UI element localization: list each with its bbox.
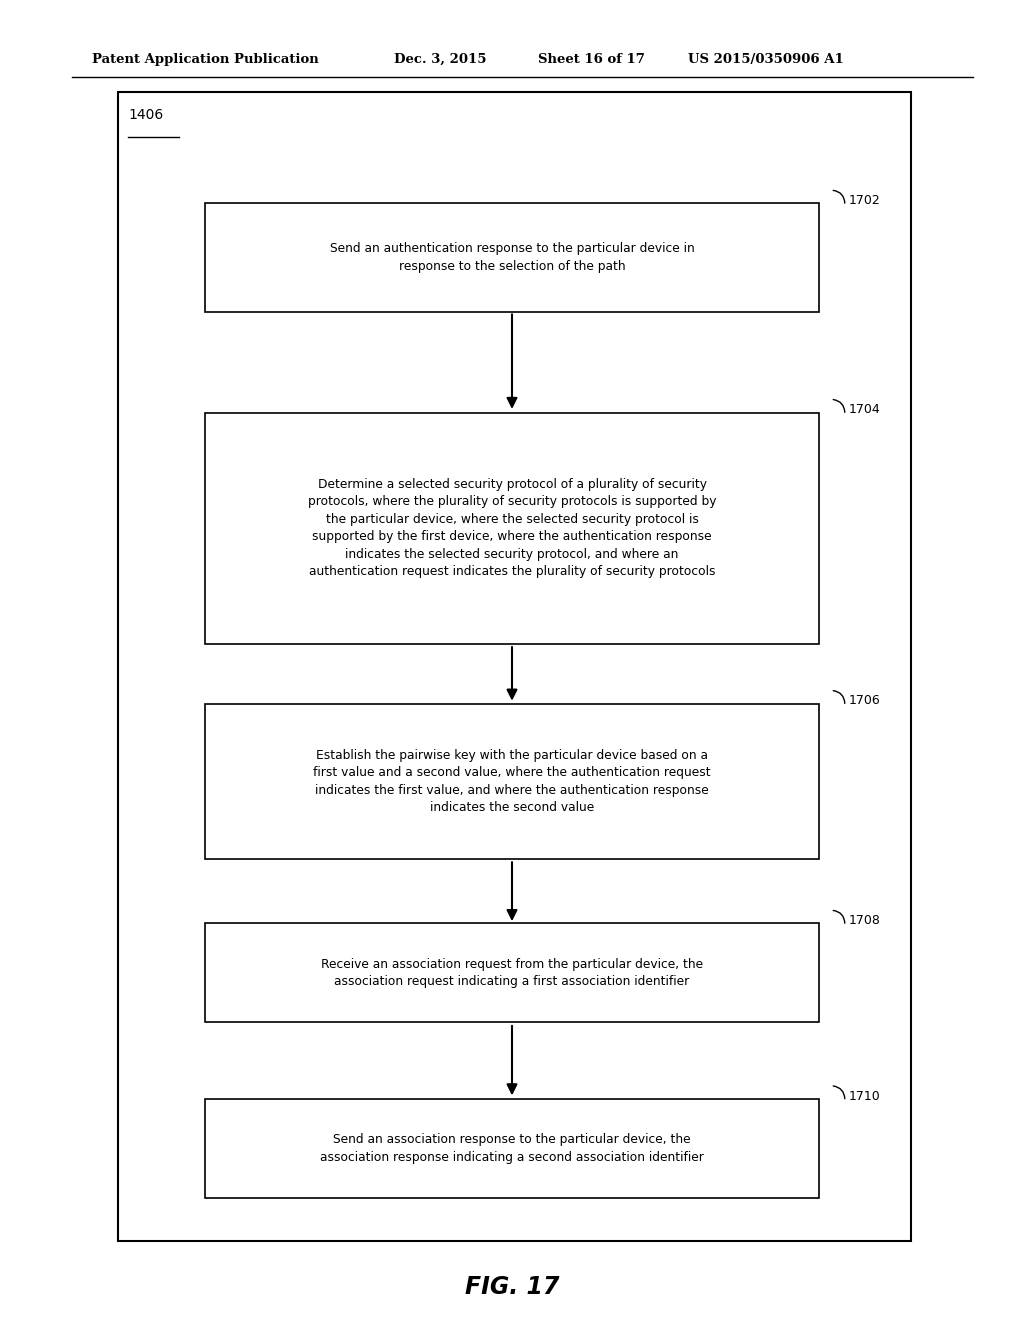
Text: 1704: 1704 [849, 404, 881, 416]
Text: US 2015/0350906 A1: US 2015/0350906 A1 [688, 53, 844, 66]
Text: Patent Application Publication: Patent Application Publication [92, 53, 318, 66]
Bar [205, 704, 819, 859]
Bar [205, 412, 819, 644]
Bar [205, 203, 819, 312]
Text: Sheet 16 of 17: Sheet 16 of 17 [538, 53, 644, 66]
Text: Dec. 3, 2015: Dec. 3, 2015 [394, 53, 486, 66]
Text: 1710: 1710 [849, 1090, 881, 1102]
Text: Determine a selected security protocol of a plurality of security
protocols, whe: Determine a selected security protocol o… [308, 478, 716, 578]
Bar [118, 92, 911, 1241]
Text: Send an authentication response to the particular device in
response to the sele: Send an authentication response to the p… [330, 242, 694, 273]
Bar [205, 1098, 819, 1199]
Text: FIG. 17: FIG. 17 [465, 1275, 559, 1299]
Bar [205, 924, 819, 1022]
Text: 1406: 1406 [128, 108, 163, 123]
Text: Receive an association request from the particular device, the
association reque: Receive an association request from the … [321, 957, 703, 989]
Text: 1702: 1702 [849, 194, 881, 207]
Text: 1706: 1706 [849, 694, 881, 708]
Text: Establish the pairwise key with the particular device based on a
first value and: Establish the pairwise key with the part… [313, 748, 711, 814]
Text: 1708: 1708 [849, 915, 881, 927]
Text: Send an association response to the particular device, the
association response : Send an association response to the part… [321, 1133, 703, 1164]
